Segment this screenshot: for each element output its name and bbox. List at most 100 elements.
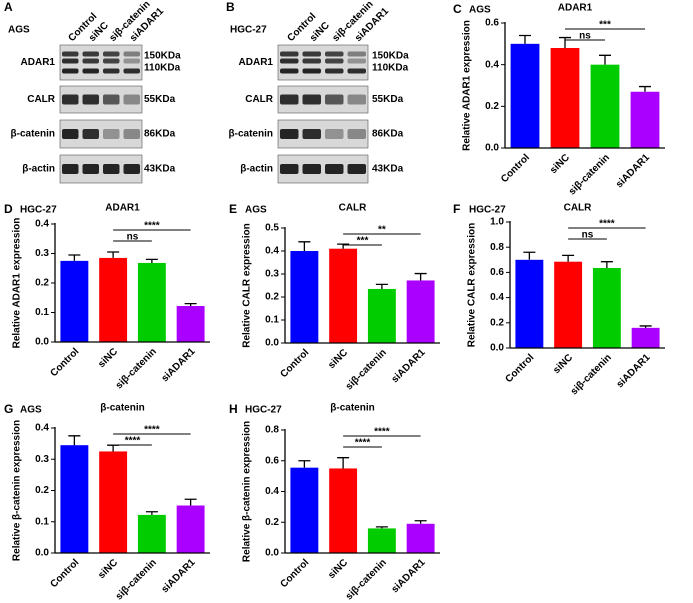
bar <box>367 528 396 553</box>
blot-band <box>103 129 120 139</box>
blot-band <box>280 51 299 57</box>
y-axis-label: Relative CALR expression <box>242 223 253 348</box>
error-bar <box>337 457 350 469</box>
bar <box>592 267 621 348</box>
error-bar <box>523 251 536 260</box>
blot-band <box>280 164 299 174</box>
blot-band <box>347 58 366 64</box>
blot-band <box>82 58 99 64</box>
error-bar <box>599 54 611 65</box>
y-tick-label: 0.5 <box>265 223 279 234</box>
chart-title: CALR <box>564 203 593 214</box>
size-label: 43KDa <box>144 164 176 175</box>
y-tick-label: 0.0 <box>490 343 504 354</box>
blot-band <box>302 51 321 57</box>
bar <box>99 451 128 553</box>
y-tick-label: 0.3 <box>35 454 49 465</box>
chart-title: ADAR1 <box>558 3 593 14</box>
y-tick-label: 0.4 <box>265 486 279 497</box>
chart-title: CALR <box>339 203 368 214</box>
blot-band <box>103 164 120 174</box>
blot-band <box>280 94 299 105</box>
significance-label: **** <box>355 438 371 449</box>
chart-title: β-catenin <box>330 403 374 414</box>
blot-band <box>103 68 120 74</box>
bar <box>550 48 580 148</box>
y-tick-label: 0.1 <box>265 315 279 326</box>
x-tick-label: siNC <box>326 557 350 581</box>
y-tick-label: 0.4 <box>35 423 49 434</box>
protein-label: β-actin <box>22 164 55 175</box>
bar <box>60 260 89 342</box>
blot-band <box>302 68 321 74</box>
blot-band <box>347 164 366 174</box>
blot-band <box>82 94 99 105</box>
protein-label: ADAR1 <box>21 57 56 68</box>
panel-letter: A <box>4 0 13 14</box>
blot-band <box>103 51 120 57</box>
x-tick-label: siNC <box>96 557 120 581</box>
y-tick-label: 0.3 <box>35 248 49 259</box>
y-tick-label: 0.6 <box>490 267 504 278</box>
blot-band <box>82 164 99 174</box>
y-axis-label: Relative ADAR1 expression <box>12 218 23 349</box>
blot-band <box>347 68 366 74</box>
protein-label: CALR <box>27 94 56 105</box>
y-axis-label: Relative CALR expression <box>467 223 478 348</box>
cell-line: AGS <box>245 205 267 216</box>
protein-label: ADAR1 <box>239 57 274 68</box>
y-tick-label: 0.2 <box>35 485 49 496</box>
x-tick-label: siNC <box>326 347 350 371</box>
bar <box>290 467 319 553</box>
x-tick-label: Control <box>278 557 311 590</box>
blot-band <box>103 94 120 105</box>
panel-letter: E <box>229 202 237 216</box>
x-tick-label: Control <box>499 152 532 185</box>
y-tick-label: 0.2 <box>485 101 499 112</box>
blot-band <box>302 58 321 64</box>
cell-line: AGS <box>8 25 30 36</box>
cell-line: HGC-27 <box>245 405 282 416</box>
protein-label: CALR <box>245 94 274 105</box>
size-label: 86KDa <box>372 129 404 140</box>
y-tick-label: 0.8 <box>265 425 279 436</box>
bar <box>406 280 435 343</box>
y-tick-label: 0.1 <box>35 307 49 318</box>
x-tick-label: siNC <box>96 346 120 370</box>
bar <box>176 306 205 342</box>
y-tick-label: 0.6 <box>485 18 499 29</box>
protein-label: β-actin <box>240 164 273 175</box>
error-bar <box>107 444 120 452</box>
blot-band <box>325 164 344 174</box>
blot-band <box>347 129 366 139</box>
error-bar <box>559 36 571 48</box>
cell-line: HGC-27 <box>20 205 57 216</box>
y-tick-label: 0.1 <box>35 516 49 527</box>
significance-label: *** <box>357 236 369 247</box>
panel-letter: F <box>453 202 460 216</box>
x-tick-label: siADAR1 <box>390 557 428 595</box>
size-label: 150KDa <box>372 51 409 62</box>
y-tick-label: 0.4 <box>490 292 504 303</box>
panel-letter: B <box>226 0 235 14</box>
error-bar <box>562 254 575 262</box>
bar <box>631 327 660 348</box>
y-axis-label: Relative β-catenin expression <box>242 421 253 562</box>
cell-line: HGC-27 <box>230 25 267 36</box>
size-label: 55KDa <box>144 94 176 105</box>
blot-band <box>62 58 79 64</box>
bar <box>99 257 128 342</box>
blot-band <box>325 58 344 64</box>
y-tick-label: 0.8 <box>490 242 504 253</box>
panel-letter: G <box>4 402 13 416</box>
x-tick-label: siNC <box>551 352 575 376</box>
significance-label: **** <box>144 221 160 232</box>
y-tick-label: 0.2 <box>35 278 49 289</box>
size-label: 86KDa <box>144 129 176 140</box>
blot-band <box>123 94 140 105</box>
blot-band <box>123 129 140 139</box>
y-tick-label: 0.2 <box>265 517 279 528</box>
significance-label: ns <box>582 230 594 241</box>
y-tick-label: 0.6 <box>265 455 279 466</box>
bar <box>290 251 319 343</box>
